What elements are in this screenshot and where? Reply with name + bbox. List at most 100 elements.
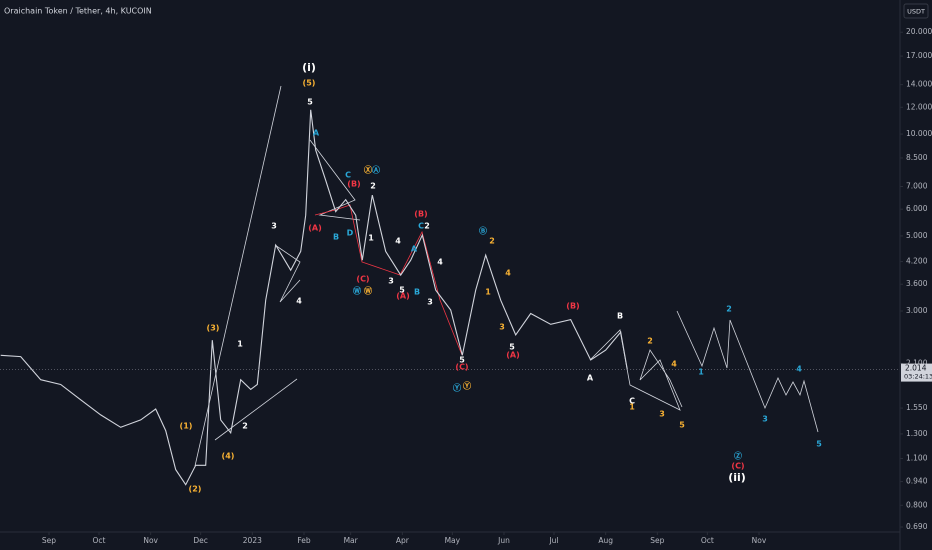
wave-label: 4 [296,297,302,306]
wave-label: (B) [414,210,427,219]
wave-label: C [629,397,635,406]
currency-button[interactable] [903,3,929,19]
wave-label: 4 [437,258,443,267]
wave-label: (ii) [728,471,746,484]
wave-label: Ⓨ [453,383,461,393]
wave-label: (B) [566,302,579,311]
wave-label: 3 [388,277,394,286]
x-tick-label: Dec [193,536,208,545]
wave-label: 3 [271,222,277,231]
y-tick-label: 14.000 [906,80,932,89]
wave-label: 2 [424,222,430,231]
wave-label: (C) [356,275,369,284]
wedge [274,244,301,303]
wave-label: Ⓧ [364,165,372,175]
y-tick-label: 0.940 [906,477,928,486]
projection [676,310,819,433]
wave-label: Ⓦ [364,286,372,296]
wave-label: 3 [499,323,505,332]
currency-label[interactable]: USDT [907,8,925,16]
wave-label: (A) [308,224,322,233]
wave-label: 1 [698,368,704,377]
wave-label: 3 [659,410,665,419]
wave-label: Ⓨ [463,381,471,391]
wave-label: (4) [222,452,235,461]
y-tick-label: 10.000 [906,129,932,138]
wave-label: 1 [237,340,243,349]
x-tick-label: 2023 [243,536,262,545]
y-tick-label: 3.600 [906,279,928,288]
wave-label: 5 [307,98,313,107]
chart-title: Oraichain Token / Tether, 4h, KUCOIN [4,7,152,16]
last-price-box [901,363,932,382]
wave-label: 4 [395,237,401,246]
y-tick-label: 1.100 [906,453,928,462]
y-tick-label: 7.000 [906,181,928,190]
y-tick-label: 3.000 [906,306,928,315]
wave-label: 5 [816,440,822,449]
wave-label: 5 [459,356,465,365]
wave-label: Ⓦ [353,286,361,296]
wave-label: 5 [509,343,515,352]
x-tick-label: Mar [344,536,359,545]
wave-label: Ⓐ [372,165,380,175]
countdown-label: 03:24:13 [904,373,932,381]
triangle [309,139,361,221]
wave-label: (i) [302,61,316,74]
price-line [0,109,628,486]
wave-label: 4 [671,360,677,369]
wave-label: 1 [629,403,635,412]
y-tick-label: 0.690 [906,522,928,531]
wave-label: (C) [731,462,744,471]
y-tick-label: 1.550 [906,403,928,412]
wave-label: 1 [368,234,374,243]
x-tick-label: May [445,536,461,545]
wave-label: D [347,229,354,238]
x-tick-label: Sep [650,536,664,545]
y-tick-label: 5.000 [906,231,928,240]
wave-label: C [345,171,351,180]
y-tick-label: 8.500 [906,153,928,162]
wave-label: 2 [726,305,732,314]
wave-label: A [411,245,418,254]
y-tick-label: 1.300 [906,429,928,438]
wave-label: B [617,312,623,321]
x-tick-label: Jul [548,536,558,545]
x-tick-label: Sep [42,536,56,545]
wave-label: 2 [242,422,248,431]
wave-label: A [313,129,320,138]
x-tick-label: Feb [297,536,311,545]
wave-label: (2) [189,485,202,494]
x-tick-label: Aug [598,536,613,545]
y-tick-label: 2.100 [906,358,928,367]
x-tick-label: Oct [701,536,714,545]
last-price-label: 2.014 [905,364,927,373]
wave-label: 4 [505,269,511,278]
y-tick-label: 20.000 [906,27,932,36]
x-tick-label: Jun [497,536,510,545]
wave-label: (3) [207,324,220,333]
wave-label: 4 [796,365,802,374]
wave-label: C [418,222,424,231]
wave-label: (C) [455,363,468,372]
wave-label: B [333,233,339,242]
wave-label: 5 [679,421,685,430]
y-tick-label: 4.200 [906,257,928,266]
x-tick-label: Apr [396,536,410,545]
wave-label: B [414,288,420,297]
wave-label: 2 [489,237,495,246]
wave-label: A [587,374,594,383]
wave-label: (5) [303,79,316,88]
x-tick-label: Nov [752,536,767,545]
wave-label: (A) [506,351,520,360]
wave-label: (B) [347,180,360,189]
wave-label: (A) [396,292,410,301]
wave-label: 5 [399,286,405,295]
wave-label: 1 [485,288,491,297]
y-tick-label: 12.000 [906,102,932,111]
y-tick-label: 0.800 [906,500,928,509]
y-tick-label: 17.000 [906,51,932,60]
x-tick-label: Nov [143,536,158,545]
